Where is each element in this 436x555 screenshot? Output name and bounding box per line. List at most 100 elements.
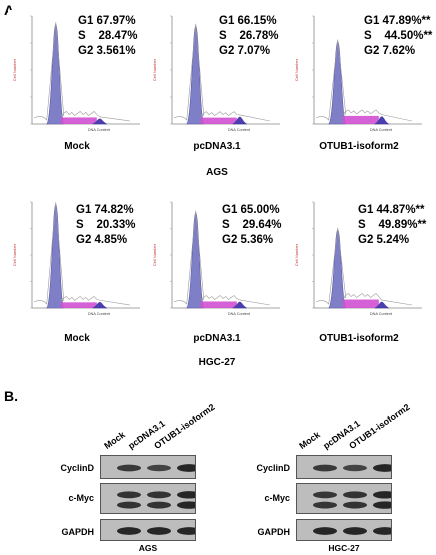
g1-peak: [45, 23, 65, 125]
s-value: S 44.50%**: [364, 30, 433, 42]
band: [117, 491, 141, 499]
band: [117, 464, 141, 472]
s-phase-area: [60, 302, 97, 308]
raw-histogram-line: [315, 227, 413, 306]
raw-histogram-line: [33, 202, 131, 306]
blot-cell-line-ags: AGS: [138, 543, 158, 553]
s-phase-area: [60, 117, 97, 124]
band: [147, 501, 171, 509]
histogram-hgc-mock: Cell Number DNA Content: [8, 196, 148, 320]
histogram-ags-pcdna: Cell Number DNA Content: [148, 10, 288, 136]
histogram-hgc-pcdna: Cell Number DNA Content: [148, 196, 288, 320]
s-value: S 26.78%: [219, 30, 279, 42]
g2-peak: [92, 118, 107, 125]
g1-value: G1 67.97%: [78, 15, 136, 27]
y-axis-label: Cell Number: [294, 243, 299, 266]
g2-value: G2 5.24%: [358, 234, 410, 246]
raw-histogram-line: [33, 22, 131, 122]
histogram-ags-mock: Cell Number DNA Content: [8, 10, 148, 136]
band: [147, 464, 171, 472]
band: [313, 501, 337, 509]
g1-value: G1 44.87%**: [358, 204, 425, 216]
g1-value: G1 74.82%: [76, 204, 134, 216]
protein-label-cmyc: c-Myc: [264, 493, 290, 503]
stats-hgc-mock: G1 74.82% S 20.33% G2 4.85%: [76, 203, 135, 248]
blot-ags-cyclind: [100, 455, 196, 479]
band: [373, 491, 391, 499]
g1-peak: [185, 212, 205, 309]
raw-histogram-line: [173, 210, 271, 306]
band: [373, 464, 391, 472]
condition-label: OTUB1-isoform2: [319, 141, 399, 152]
g2-peak: [92, 301, 107, 309]
x-axis-label: DNA Content: [88, 128, 111, 132]
band: [117, 527, 141, 535]
condition-label: OTUB1-isoform2: [319, 333, 399, 344]
g1-peak: [327, 41, 347, 125]
histogram-hgc-otub1: Cell Number DNA Content: [290, 196, 430, 320]
protein-label-gapdh: GAPDH: [257, 527, 290, 537]
g1-peak: [185, 25, 205, 125]
g1-value: G1 65.00%: [222, 204, 280, 216]
s-value: S 29.64%: [222, 219, 282, 231]
band: [313, 464, 337, 472]
band: [147, 491, 171, 499]
s-phase-area: [342, 299, 379, 308]
lane-label-mock: Mock: [102, 429, 127, 451]
s-value: S 20.33%: [76, 219, 136, 231]
stats-hgc-pcdna: G1 65.00% S 29.64% G2 5.36%: [222, 203, 281, 248]
raw-histogram-line: [315, 39, 413, 122]
protein-label-gapdh: GAPDH: [61, 527, 94, 537]
band: [343, 527, 367, 535]
s-value: S 49.89%**: [358, 219, 427, 231]
g1-value: G1 66.15%: [219, 15, 277, 27]
band: [373, 527, 391, 535]
blot-hgc-gapdh: [296, 519, 392, 541]
panel-b-label: B.: [4, 388, 18, 404]
band: [177, 527, 195, 535]
condition-label: pcDNA3.1: [193, 141, 241, 152]
raw-histogram-line: [173, 23, 271, 122]
g2-peak: [232, 116, 247, 125]
condition-label: pcDNA3.1: [193, 333, 241, 344]
y-axis-label: Cell Number: [152, 243, 157, 266]
band: [177, 491, 195, 499]
band: [373, 501, 391, 509]
protein-label-cmyc: c-Myc: [68, 493, 94, 503]
g2-value: G2 4.85%: [76, 234, 128, 246]
y-axis-label: Cell Number: [294, 58, 299, 81]
band: [343, 464, 367, 472]
condition-label: Mock: [64, 141, 90, 152]
x-axis-label: DNA Content: [88, 312, 111, 316]
blot-ags-cmyc: [100, 483, 196, 514]
blot-cell-line-hgc: HGC-27: [328, 543, 360, 553]
stats-hgc-otub1: G1 44.87%** S 49.89%** G2 5.24%: [358, 203, 426, 248]
g1-peak: [327, 229, 347, 309]
y-axis-label: Cell Number: [152, 58, 157, 81]
g2-peak: [374, 301, 389, 309]
band: [313, 491, 337, 499]
g1-value: G1 47.89%**: [364, 15, 431, 27]
blot-hgc-cmyc: [296, 483, 392, 514]
g1-peak: [45, 203, 65, 309]
g2-peak: [374, 116, 389, 125]
band: [177, 464, 195, 472]
blot-ags-gapdh: [100, 519, 196, 541]
blot-hgc-cyclind: [296, 455, 392, 479]
g2-value: G2 7.62%: [364, 45, 416, 57]
stats-ags-otub1: G1 47.89%** S 44.50%** G2 7.62%: [364, 14, 432, 59]
s-phase-area: [200, 301, 237, 308]
protein-label-cyclind: CyclinD: [256, 463, 290, 473]
g2-value: G2 3.561%: [78, 45, 136, 57]
stats-ags-mock: G1 67.97% S 28.47% G2 3.561%: [78, 14, 137, 59]
stats-ags-pcdna: G1 66.15% S 26.78% G2 7.07%: [219, 14, 278, 59]
s-phase-area: [200, 117, 237, 124]
g2-peak: [232, 301, 247, 309]
histogram-ags-otub1: Cell Number DNA Content: [290, 10, 430, 136]
lane-label-mock: Mock: [297, 429, 322, 451]
band: [117, 501, 141, 509]
protein-label-cyclind: CyclinD: [60, 463, 94, 473]
x-axis-label: DNA Content: [370, 312, 393, 316]
cell-line-label: AGS: [206, 167, 228, 178]
y-axis-label: Cell Number: [12, 243, 17, 266]
